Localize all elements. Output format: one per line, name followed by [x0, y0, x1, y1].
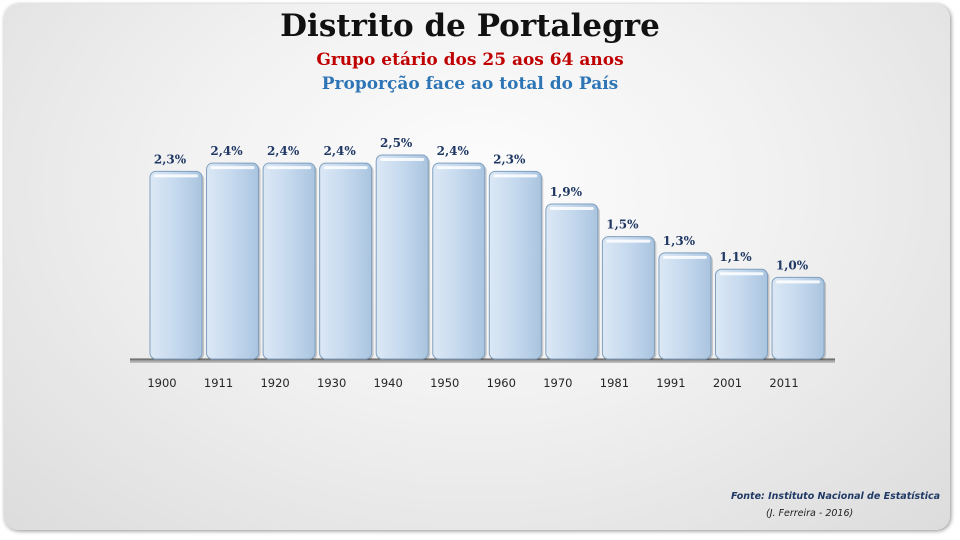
source-note: Fonte: Instituto Nacional de Estatística — [730, 491, 940, 502]
x-tick-label-1920: 1920 — [260, 376, 289, 390]
chart-subtitle-proportion: Proporção face ao total do País — [321, 74, 619, 94]
data-label-1900: 2,3% — [154, 152, 187, 166]
data-label-1911: 2,4% — [210, 144, 243, 158]
x-tick-label-1970: 1970 — [543, 376, 572, 390]
bar-2011 — [771, 276, 825, 360]
x-tick-label-1950: 1950 — [430, 376, 459, 390]
data-label-1930: 2,4% — [324, 144, 357, 158]
data-label-1991: 1,3% — [663, 234, 696, 248]
data-label-2011: 1,0% — [776, 258, 809, 272]
x-tick-label-1960: 1960 — [487, 376, 516, 390]
bar-1920 — [262, 162, 316, 360]
bar-highlight — [267, 166, 312, 170]
data-label-1960: 2,3% — [493, 152, 526, 166]
x-tick-label-1940: 1940 — [374, 376, 403, 390]
bar-highlight — [436, 166, 481, 170]
author-note: (J. Ferreira - 2016) — [766, 508, 854, 519]
bar-highlight — [776, 280, 821, 284]
x-axis-floor — [130, 359, 835, 363]
x-tick-label-1991: 1991 — [656, 376, 685, 390]
x-tick-label-1981: 1981 — [600, 376, 629, 390]
data-label-1981: 1,5% — [606, 218, 639, 232]
data-label-1950: 2,4% — [437, 144, 470, 158]
data-label-1940: 2,5% — [380, 136, 413, 150]
bar-highlight — [154, 174, 198, 178]
data-label-1920: 2,4% — [267, 144, 300, 158]
bar-highlight — [493, 174, 538, 178]
data-label-2001: 1,1% — [719, 250, 752, 264]
bar-1981 — [601, 236, 655, 360]
bar-highlight — [662, 255, 707, 259]
bar-highlight — [210, 166, 255, 170]
bar-1991 — [658, 252, 712, 360]
x-tick-label-1930: 1930 — [317, 376, 346, 390]
bar-1950 — [432, 162, 486, 360]
bar-highlight — [719, 272, 764, 276]
bar-highlight — [606, 239, 651, 243]
bar-1970 — [545, 203, 599, 360]
bar-1911 — [206, 162, 260, 360]
x-tick-label-1911: 1911 — [204, 376, 233, 390]
bar-highlight — [549, 206, 594, 210]
bar-1940 — [375, 154, 429, 360]
bar-1900 — [149, 170, 203, 360]
x-tick-label-2001: 2001 — [713, 376, 742, 390]
bar-2001 — [715, 268, 768, 360]
chart-subtitle-age-group: Grupo etário dos 25 aos 64 anos — [316, 50, 624, 70]
x-tick-label-1900: 1900 — [147, 376, 176, 390]
bar-highlight — [380, 158, 425, 161]
x-tick-label-2011: 2011 — [769, 376, 798, 390]
chart-title: Distrito de Portalegre — [280, 8, 660, 44]
bar-highlight — [323, 166, 368, 170]
bar-1930 — [319, 162, 373, 360]
bar-1960 — [488, 170, 542, 360]
data-label-1970: 1,9% — [550, 185, 583, 199]
